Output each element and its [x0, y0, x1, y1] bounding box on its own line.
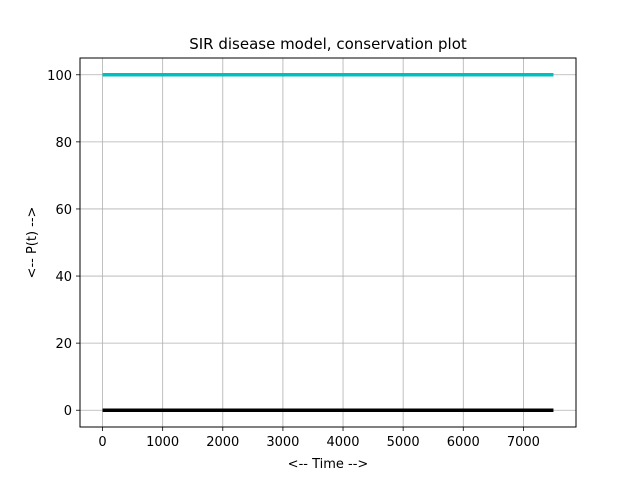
y-tick-label: 60: [55, 203, 72, 218]
grid: [80, 58, 576, 427]
y-tick-label: 80: [55, 136, 72, 151]
x-tick-label: 6000: [447, 435, 480, 450]
x-tick-label: 5000: [387, 435, 420, 450]
x-tick-label: 1000: [146, 435, 179, 450]
x-tick-label: 2000: [206, 435, 239, 450]
series-group: [102, 73, 554, 412]
x-tick-label: 7000: [507, 435, 540, 450]
x-tick-label: 4000: [326, 435, 359, 450]
x-axis: 0 1000 2000 3000 4000 5000 6000 7000: [98, 427, 540, 450]
y-tick-label: 0: [64, 404, 72, 419]
y-tick-label: 40: [55, 270, 72, 285]
x-axis-label: <-- Time -->: [288, 457, 369, 472]
x-tick-label: 3000: [266, 435, 299, 450]
y-axis: 0 20 40 60 80 100: [47, 69, 80, 419]
y-axis-label: <-- P(t) -->: [25, 207, 40, 279]
y-tick-label: 100: [47, 69, 72, 84]
x-tick-label: 0: [98, 435, 106, 450]
y-tick-label: 20: [55, 337, 72, 352]
chart-title: SIR disease model, conservation plot: [189, 35, 467, 53]
plot-frame: [79, 57, 577, 428]
